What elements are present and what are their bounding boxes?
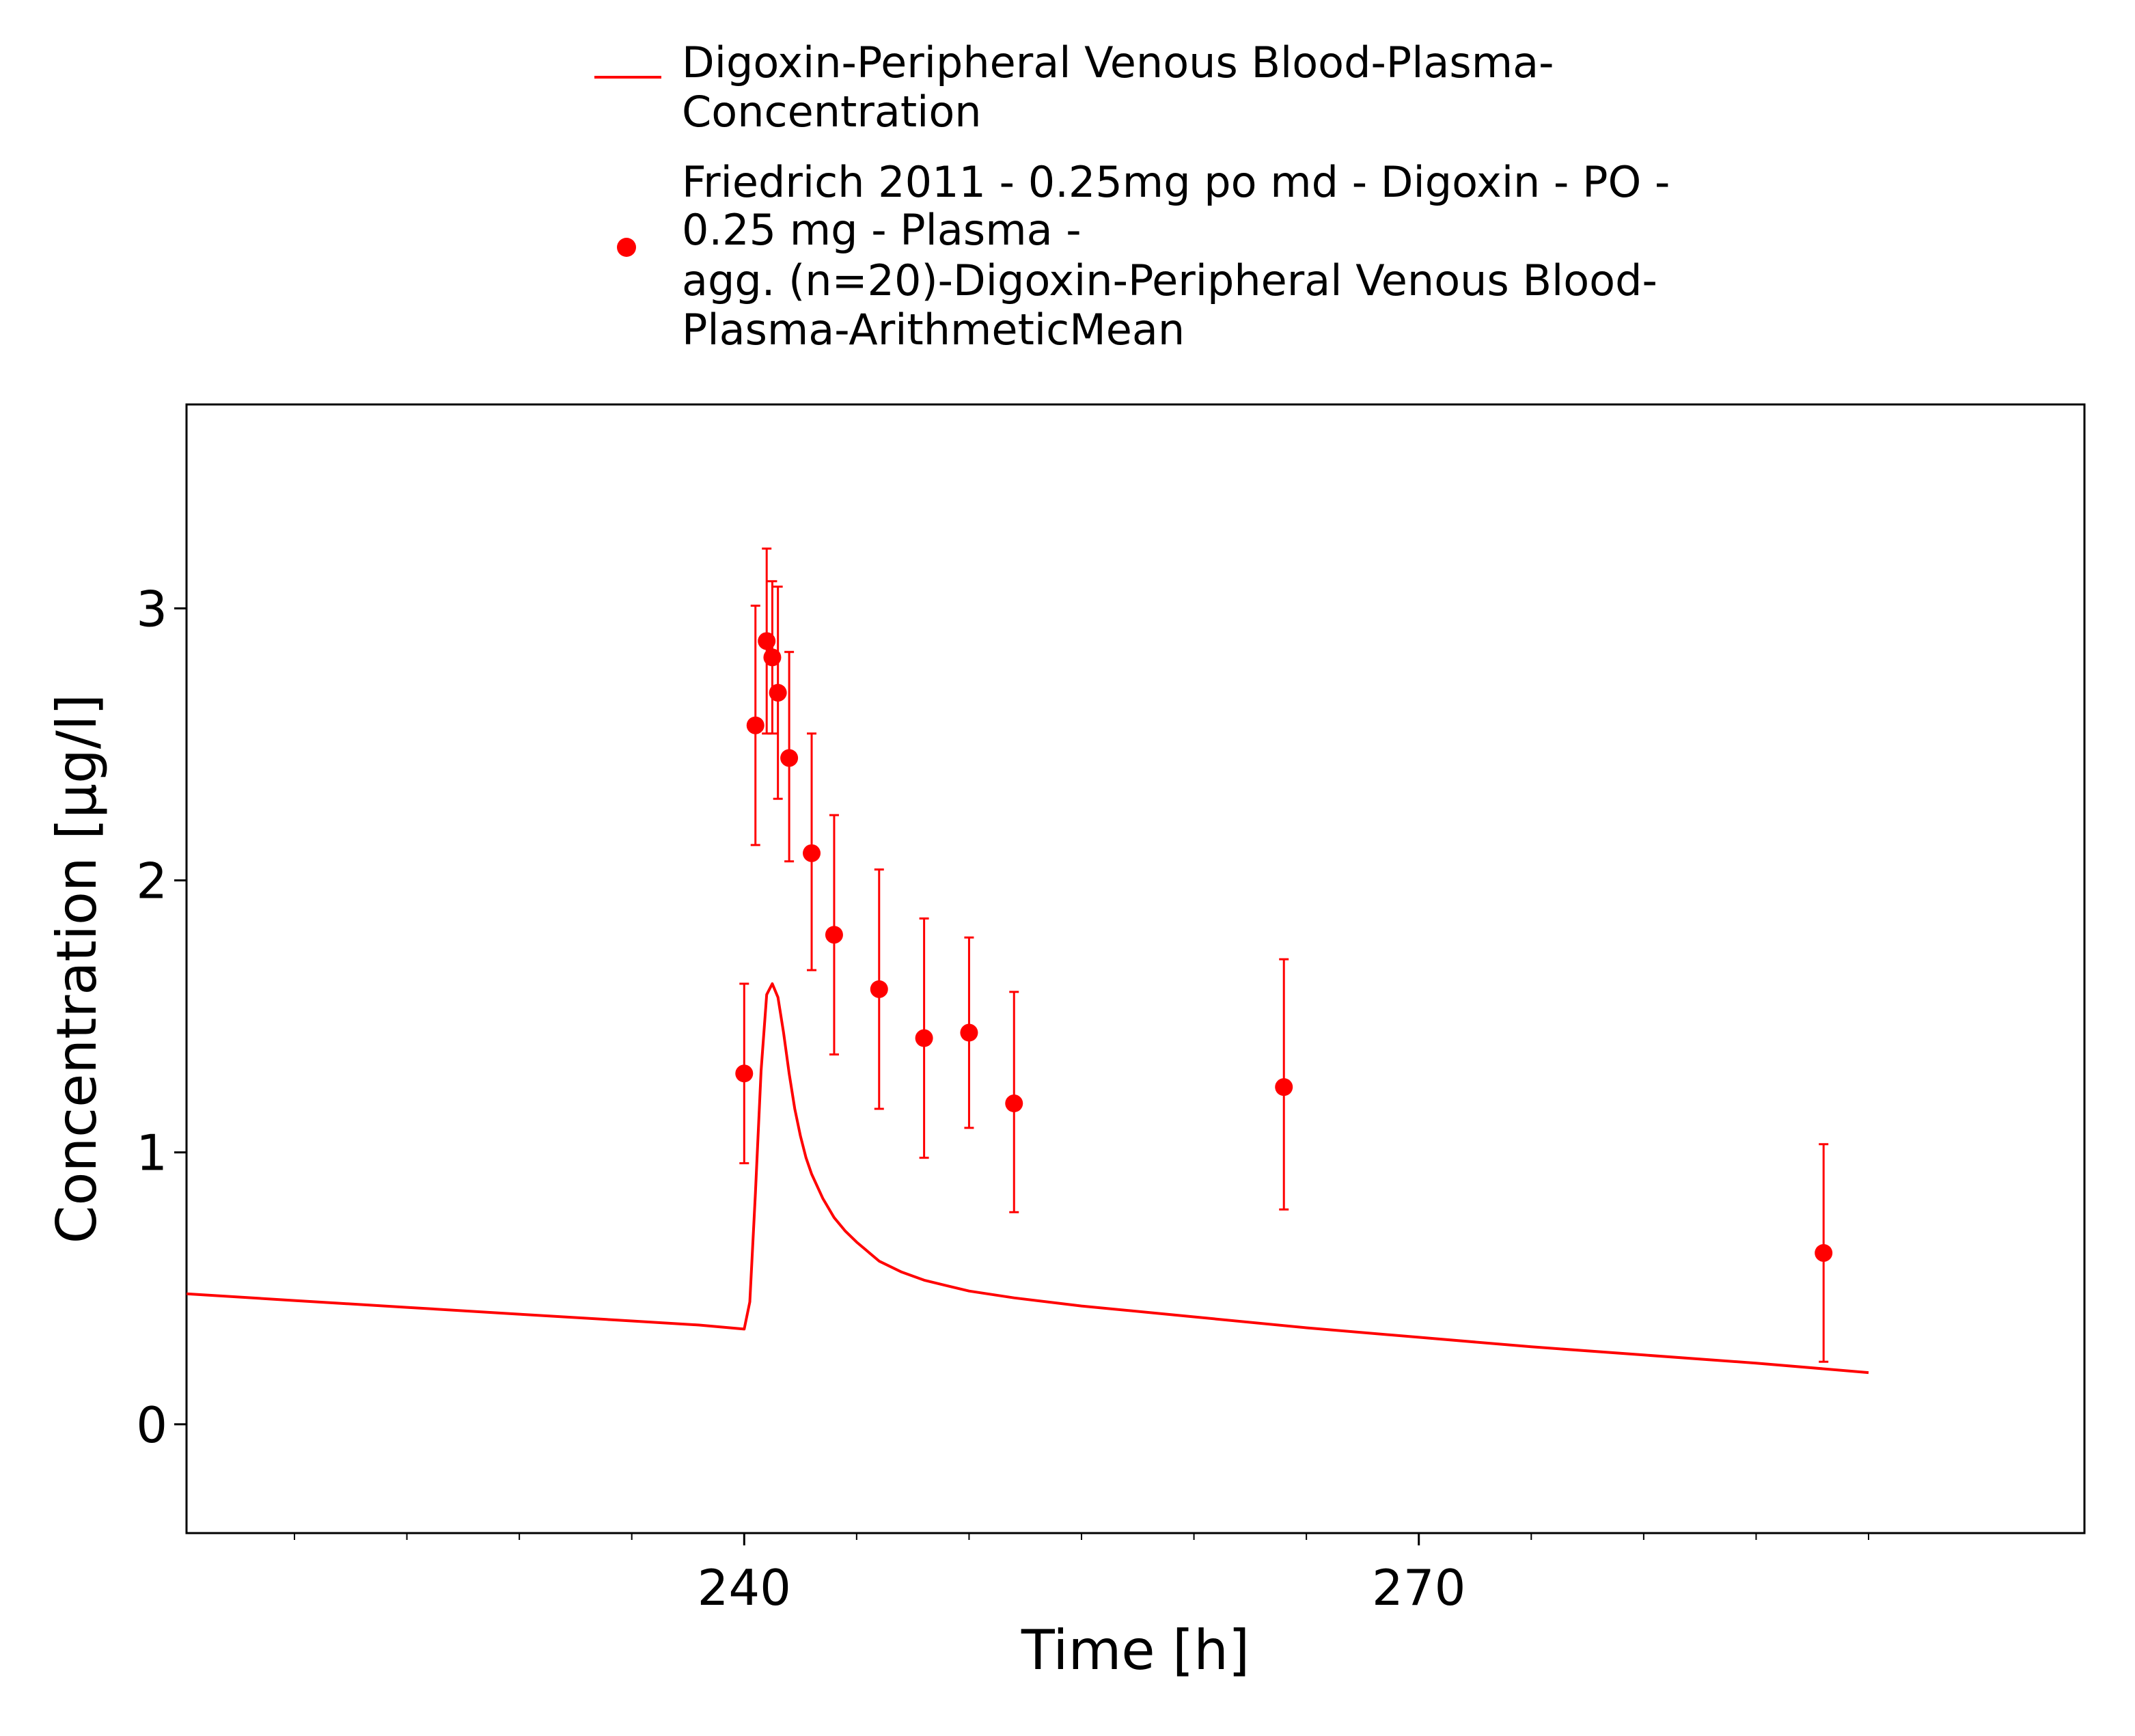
plot-frame (185, 403, 2086, 1534)
y-axis: 0 1 2 3 (136, 581, 187, 1454)
simulated-concentration-line (186, 982, 1869, 1375)
observed-data-point (915, 1029, 933, 1047)
x-tick-label: 240 (698, 1559, 791, 1616)
observed-data-point (1815, 1243, 1833, 1262)
y-tick-label: 0 (136, 1396, 167, 1454)
y-tick-label: 3 (136, 581, 167, 638)
observed-data-point (780, 749, 799, 767)
y-axis-label: Concentration [µg/l] (45, 694, 109, 1244)
y-tick-label: 2 (136, 853, 167, 910)
plot-area (185, 403, 2086, 1534)
legend-observed-label-2: 0.25 mg - Plasma - (682, 205, 1082, 255)
observed-data-point (825, 926, 843, 944)
x-tick-label: 270 (1372, 1559, 1465, 1616)
observed-data-point (735, 1064, 754, 1083)
observed-data-point (763, 648, 782, 667)
observed-data-point (960, 1023, 978, 1042)
observed-data-point (758, 632, 776, 650)
x-axis-label: Time [h] (1021, 1618, 1250, 1682)
legend-observed-label-3: agg. (n=20)-Digoxin-Peripheral Venous Bl… (682, 256, 1657, 305)
y-tick-label: 1 (136, 1125, 167, 1182)
observed-data-point (769, 683, 787, 702)
legend-observed-label-1: Friedrich 2011 - 0.25mg po md - Digoxin … (682, 157, 1670, 207)
legend-point-swatch (617, 238, 636, 257)
x-axis: 240 270 (293, 1533, 1870, 1616)
observed-data-point (803, 844, 821, 862)
observed-data-point (870, 980, 888, 998)
legend-simulated-label-2: Concentration (682, 87, 982, 137)
observed-data-point (1275, 1078, 1293, 1097)
series-layer (186, 547, 1869, 1375)
legend-simulated-label-1: Digoxin-Peripheral Venous Blood-Plasma- (682, 38, 1554, 87)
observed-data-point (746, 716, 765, 734)
observed-data-point (1005, 1094, 1023, 1113)
legend-observed-label-4: Plasma-ArithmeticMean (682, 305, 1185, 355)
legend: Digoxin-Peripheral Venous Blood-Plasma- … (594, 38, 1670, 355)
